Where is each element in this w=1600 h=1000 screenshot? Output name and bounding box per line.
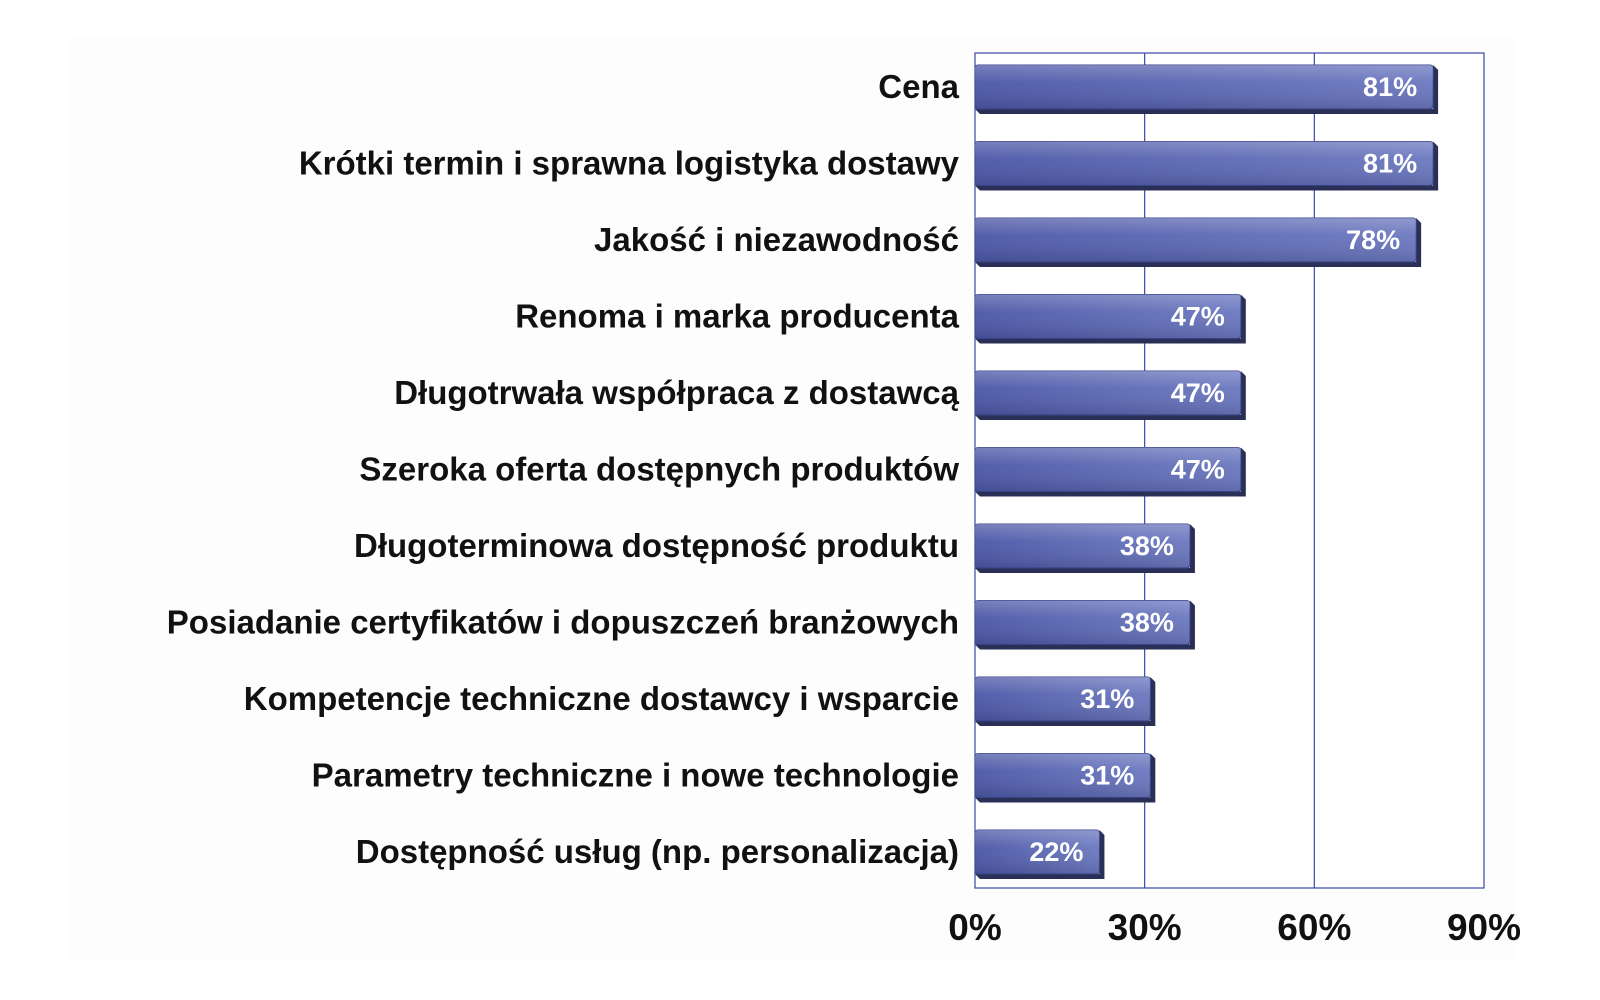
category-label: Cena (878, 68, 959, 105)
x-tick-label-90: 90% (1447, 907, 1521, 948)
bar-highlight (975, 218, 1417, 262)
bar-highlight (975, 524, 1190, 568)
category-label: Renoma i marka producenta (515, 298, 959, 335)
bar-group: Dostępność usług (np. personalizacja) 22% (356, 829, 1105, 879)
category-label: Parametry techniczne i nowe technologie (312, 757, 959, 794)
data-label: 47% (1171, 302, 1225, 332)
category-label: Szeroka oferta dostępnych produktów (359, 451, 959, 488)
bar-highlight (975, 600, 1190, 645)
data-label: 22% (1029, 837, 1083, 867)
data-label: 47% (1171, 455, 1225, 485)
category-label: Kompetencje techniczne dostawcy i wsparc… (244, 680, 959, 717)
bar-group: Szeroka oferta dostępnych produktów 47% (359, 447, 1246, 497)
bar-group: Posiadanie certyfikatów i dopuszczeń bra… (167, 600, 1195, 650)
bar-highlight (975, 141, 1434, 186)
bar-group: Długotrwała współpraca z dostawcą 47% (394, 370, 1246, 420)
category-label: Krótki termin i sprawna logistyka dostaw… (299, 145, 960, 182)
data-label: 81% (1363, 72, 1417, 102)
category-label: Posiadanie certyfikatów i dopuszczeń bra… (167, 604, 959, 641)
x-tick-label-0: 0% (948, 907, 1001, 948)
x-tick-label-30: 30% (1108, 907, 1182, 948)
bar-highlight (975, 294, 1241, 339)
x-tick-label-60: 60% (1277, 907, 1351, 948)
bar-group: Krótki termin i sprawna logistyka dostaw… (299, 141, 1439, 191)
data-label: 31% (1080, 684, 1134, 714)
bar-group: Cena 81% (878, 64, 1439, 114)
data-label: 38% (1120, 608, 1174, 638)
bar-highlight (975, 753, 1151, 798)
bar-highlight (975, 830, 1100, 874)
bar-group: Kompetencje techniczne dostawcy i wsparc… (244, 676, 1156, 726)
bar-group: Długoterminowa dostępność produktu 38% (354, 523, 1195, 573)
data-label: 47% (1171, 378, 1225, 408)
bar-highlight (975, 677, 1151, 721)
bar-highlight (975, 447, 1241, 492)
category-label: Długotrwała współpraca z dostawcą (394, 374, 959, 411)
bar-group: Parametry techniczne i nowe technologie 3… (312, 753, 1156, 803)
category-label: Jakość i niezawodność (594, 221, 959, 258)
bar-group: Jakość i niezawodność 78% (594, 217, 1422, 267)
data-label: 78% (1346, 225, 1400, 255)
data-label: 31% (1080, 761, 1134, 791)
category-label: Długoterminowa dostępność produktu (354, 527, 959, 564)
bar-group: Renoma i marka producenta 47% (515, 294, 1246, 344)
data-label: 38% (1120, 531, 1174, 561)
data-label: 81% (1363, 149, 1417, 179)
bar-highlight (975, 65, 1434, 109)
category-label: Dostępność usług (np. personalizacja) (356, 833, 959, 870)
bar-highlight (975, 371, 1241, 415)
